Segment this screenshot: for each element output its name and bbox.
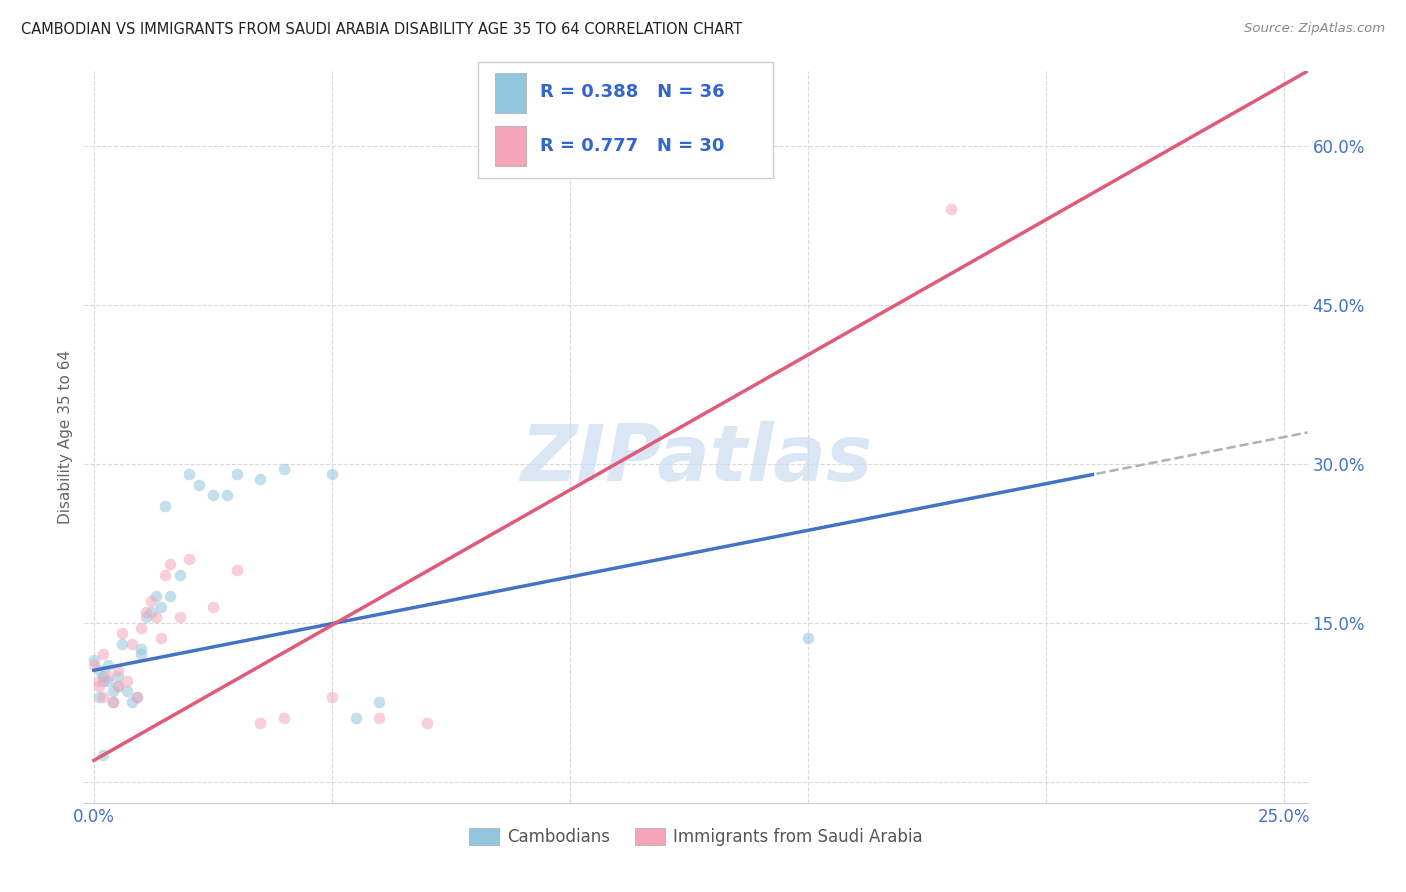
Point [169, 610, 191, 624]
Point [187, 477, 209, 491]
Point [149, 632, 172, 646]
Point [93, 673, 115, 688]
Point [111, 626, 134, 640]
Point [93, 748, 115, 763]
Point [97, 673, 120, 688]
Point [368, 695, 391, 709]
Point [159, 558, 181, 572]
Point [87, 679, 110, 693]
Point [97, 658, 120, 673]
Point [225, 563, 247, 577]
Point [101, 695, 124, 709]
Point [225, 467, 247, 482]
Point [93, 648, 115, 662]
Point [93, 690, 115, 704]
Text: CAMBODIAN VS IMMIGRANTS FROM SAUDI ARABIA DISABILITY AGE 35 TO 64 CORRELATION CH: CAMBODIAN VS IMMIGRANTS FROM SAUDI ARABI… [21, 22, 742, 37]
Point [121, 695, 143, 709]
Point [177, 467, 200, 482]
Point [797, 632, 820, 646]
Point [101, 684, 124, 698]
Point [145, 589, 167, 603]
Point [107, 679, 129, 693]
Point [93, 668, 115, 682]
Point [87, 673, 110, 688]
Point [201, 599, 224, 614]
Point [155, 499, 177, 513]
Point [131, 621, 153, 635]
Point [344, 711, 367, 725]
Point [273, 462, 295, 476]
Point [107, 668, 129, 682]
Point [115, 673, 138, 688]
Point [368, 711, 391, 725]
Point [135, 610, 157, 624]
Point [83, 658, 105, 673]
Point [125, 690, 148, 704]
Point [939, 202, 962, 216]
Point [101, 695, 124, 709]
Point [87, 663, 110, 677]
Point [145, 610, 167, 624]
Point [177, 552, 200, 566]
Point [321, 467, 343, 482]
Point [83, 653, 105, 667]
Point [249, 473, 271, 487]
Point [97, 668, 120, 682]
Point [249, 716, 271, 731]
Point [131, 648, 153, 662]
Point [139, 594, 162, 608]
Point [159, 589, 181, 603]
Y-axis label: Disability Age 35 to 64: Disability Age 35 to 64 [58, 350, 73, 524]
Point [131, 642, 153, 657]
Point [107, 679, 129, 693]
Point [416, 716, 439, 731]
Point [125, 690, 148, 704]
Point [273, 711, 295, 725]
Legend: Cambodians, Immigrants from Saudi Arabia: Cambodians, Immigrants from Saudi Arabia [463, 822, 929, 853]
Point [107, 663, 129, 677]
Point [111, 637, 134, 651]
Point [321, 690, 343, 704]
Text: R = 0.777   N = 30: R = 0.777 N = 30 [540, 136, 724, 154]
Point [169, 567, 191, 582]
Point [121, 637, 143, 651]
Point [87, 690, 110, 704]
Point [135, 605, 157, 619]
Point [115, 684, 138, 698]
Text: R = 0.388   N = 36: R = 0.388 N = 36 [540, 84, 724, 102]
Text: Source: ZipAtlas.com: Source: ZipAtlas.com [1244, 22, 1385, 36]
Point [149, 599, 172, 614]
Point [155, 567, 177, 582]
Point [201, 488, 224, 502]
Point [139, 605, 162, 619]
Point [217, 488, 239, 502]
Text: ZIPatlas: ZIPatlas [520, 421, 872, 497]
